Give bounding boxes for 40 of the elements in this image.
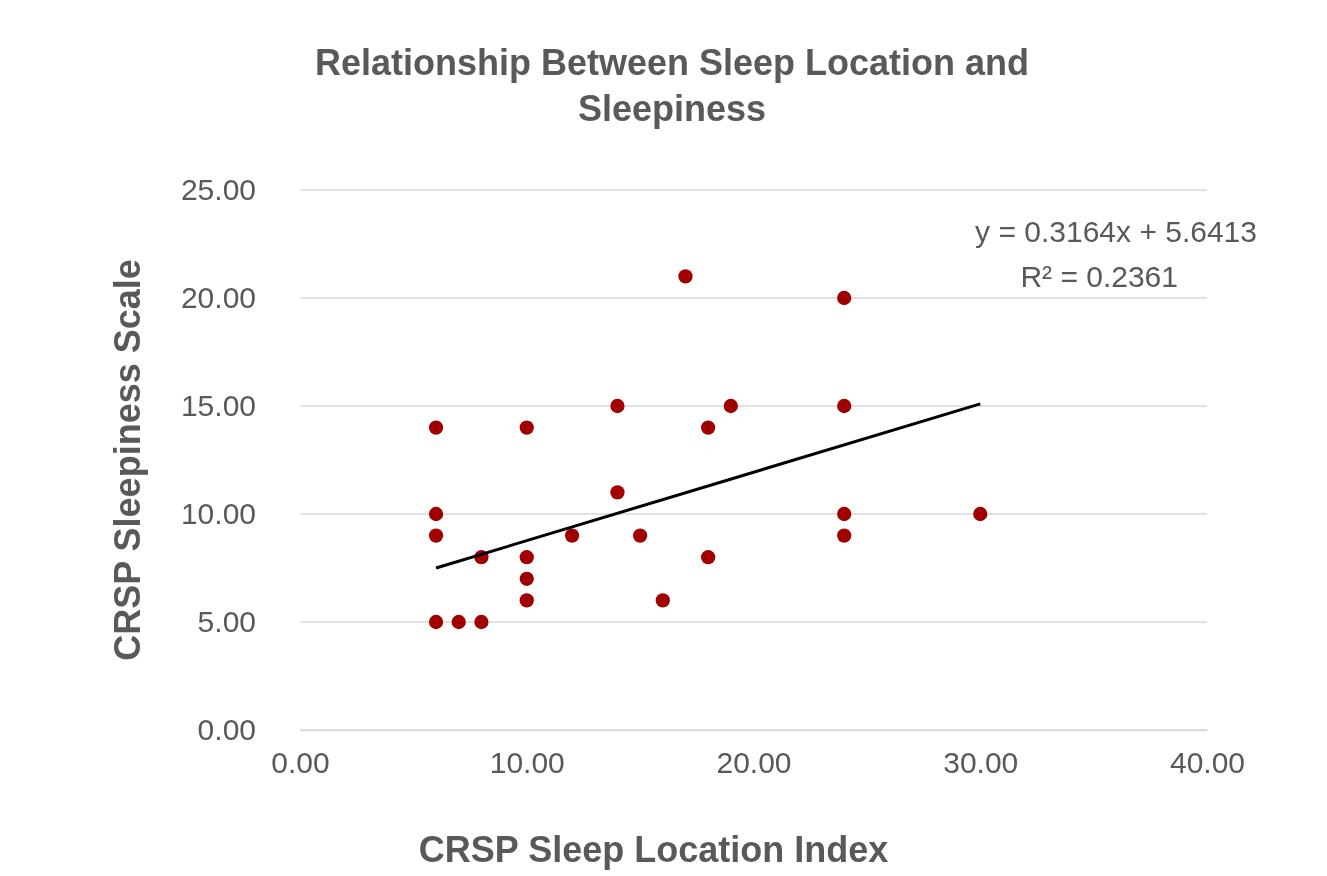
y-axis-title: CRSP Sleepiness Scale: [107, 259, 148, 661]
point: [973, 506, 988, 522]
point: [451, 614, 466, 630]
point: [474, 614, 489, 630]
point: [610, 485, 625, 500]
point: [678, 269, 693, 284]
x-tick-label: 20.00: [716, 746, 792, 780]
y-tick-label: 15.00: [180, 389, 256, 423]
annotation: y = 0.3164x + 5.6413: [975, 215, 1257, 248]
y-tick-label: 20.00: [180, 281, 256, 315]
point: [428, 420, 444, 435]
x-tick-label: 10.00: [489, 746, 565, 780]
point: [837, 506, 852, 522]
point: [837, 528, 852, 543]
point: [701, 420, 716, 435]
point: [837, 290, 852, 306]
y-tick-label: 0.00: [197, 713, 256, 747]
point: [519, 420, 534, 435]
point: [655, 593, 670, 608]
point: [428, 528, 444, 543]
point: [610, 398, 625, 414]
y-tick-label: 25.00: [180, 173, 256, 207]
chart-title: Relationship Between Sleep Location and Sleepiness: [314, 42, 1030, 129]
point: [723, 398, 738, 414]
y-tick-label: 5.00: [197, 605, 256, 639]
point: [519, 550, 534, 565]
point: [428, 506, 444, 522]
point: [519, 593, 534, 608]
point: [632, 528, 648, 543]
point: [837, 398, 852, 414]
point: [519, 571, 534, 586]
point: [428, 614, 444, 630]
x-tick-label: 40.00: [1169, 746, 1246, 780]
x-tick-label: 30.00: [943, 746, 1019, 780]
annotation: R² = 0.2361: [1020, 260, 1178, 293]
x-tick-label: 0.00: [271, 746, 330, 780]
y-tick-label: 10.00: [180, 497, 256, 531]
point: [564, 528, 580, 543]
x-axis-title: CRSP Sleep Location Index: [418, 829, 889, 870]
point: [701, 550, 716, 565]
